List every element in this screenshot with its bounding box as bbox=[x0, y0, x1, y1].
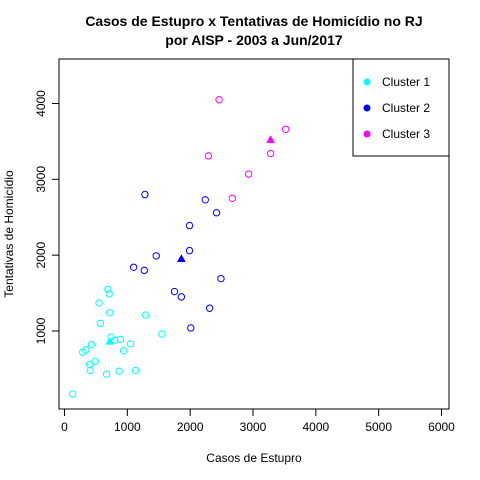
cluster-3-point bbox=[228, 194, 236, 202]
legend: Cluster 1 Cluster 2 Cluster 3 bbox=[352, 58, 450, 157]
cluster-2-point bbox=[185, 246, 194, 255]
chart-title-line-1: Casos de Estupro x Tentativas de Homicíd… bbox=[85, 13, 422, 29]
x-tick-label: 1000 bbox=[114, 420, 141, 434]
cluster-2-point bbox=[140, 266, 148, 275]
cluster-3-point bbox=[281, 125, 290, 133]
cluster-1-point bbox=[116, 335, 125, 344]
cluster-1-point bbox=[68, 390, 77, 398]
cluster-1-point bbox=[119, 347, 128, 355]
x-axis: 0 1000 2000 3000 4000 5000 6000 bbox=[61, 408, 455, 434]
x-tick-label: 2000 bbox=[177, 420, 204, 434]
data-points bbox=[68, 96, 290, 398]
cluster-1-point bbox=[131, 366, 140, 375]
cluster-1-point bbox=[141, 311, 150, 319]
x-tick-label: 5000 bbox=[365, 420, 392, 434]
y-tick-label: 4000 bbox=[34, 90, 48, 117]
cluster-1-centroid bbox=[105, 336, 115, 345]
cluster-2-point bbox=[201, 196, 209, 204]
cluster-2-point bbox=[185, 221, 194, 230]
cluster-2-point bbox=[129, 263, 138, 271]
cluster-1-point bbox=[115, 367, 123, 375]
cluster-3-point bbox=[204, 152, 213, 160]
x-axis-label: Casos de Estupro bbox=[206, 451, 302, 465]
legend-marker-cluster-1 bbox=[363, 78, 371, 86]
cluster-2-point bbox=[212, 209, 221, 217]
cluster-1-point bbox=[126, 340, 135, 348]
y-tick-label: 2000 bbox=[34, 241, 48, 268]
cluster-1-point bbox=[105, 290, 113, 298]
cluster-1-point bbox=[158, 330, 166, 338]
x-tick-label: 3000 bbox=[240, 420, 267, 434]
cluster-2-point bbox=[205, 304, 214, 312]
legend-marker-cluster-2 bbox=[363, 104, 371, 112]
cluster-1-point bbox=[106, 309, 114, 317]
x-tick-label: 4000 bbox=[302, 420, 329, 434]
legend-label-cluster-3: Cluster 3 bbox=[382, 127, 430, 141]
cluster-2-centroid bbox=[176, 254, 186, 263]
y-tick-label: 1000 bbox=[34, 317, 48, 344]
cluster-1-point bbox=[91, 357, 99, 366]
legend-marker-cluster-3 bbox=[363, 130, 371, 138]
cluster-2-point bbox=[217, 274, 225, 283]
cluster-2-point bbox=[177, 293, 186, 301]
y-axis: 1000 2000 3000 4000 bbox=[34, 90, 60, 344]
x-tick-label: 0 bbox=[61, 420, 68, 434]
legend-label-cluster-2: Cluster 2 bbox=[382, 101, 430, 115]
cluster-1-point bbox=[87, 340, 96, 349]
cluster-1-point bbox=[102, 370, 111, 378]
cluster-3-point bbox=[215, 96, 223, 104]
cluster-3-centroid bbox=[266, 135, 276, 143]
cluster-2-point bbox=[187, 324, 195, 332]
legend-label-cluster-1: Cluster 1 bbox=[382, 75, 430, 89]
cluster-2-point bbox=[170, 287, 179, 296]
chart-title-line-2: por AISP - 2003 a Jun/2017 bbox=[165, 32, 343, 48]
cluster-3-point bbox=[266, 149, 275, 158]
y-tick-label: 3000 bbox=[34, 166, 48, 193]
cluster-1-point bbox=[86, 366, 94, 375]
y-axis-label: Tentativas de Homicídio bbox=[2, 170, 16, 298]
cluster-1-point bbox=[104, 285, 112, 293]
cluster-1-point bbox=[96, 319, 105, 328]
cluster-1-point bbox=[111, 336, 119, 344]
cluster-1-point bbox=[82, 346, 90, 354]
x-tick-label: 6000 bbox=[428, 420, 455, 434]
cluster-2-point bbox=[152, 252, 160, 260]
cluster-1-point bbox=[95, 299, 103, 307]
cluster-3-point bbox=[244, 170, 253, 178]
cluster-2-point bbox=[141, 190, 149, 199]
